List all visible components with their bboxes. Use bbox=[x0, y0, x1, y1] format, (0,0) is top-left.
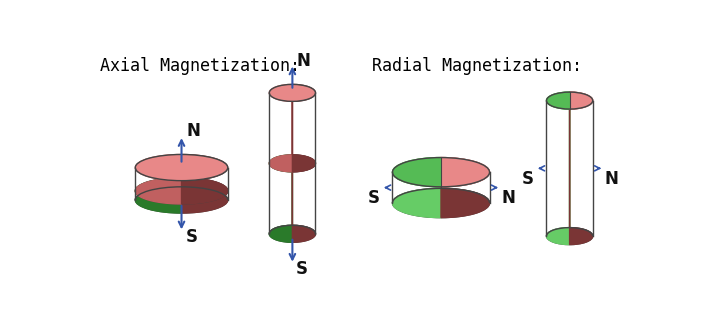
Ellipse shape bbox=[269, 225, 316, 242]
Text: S: S bbox=[186, 228, 198, 246]
Polygon shape bbox=[547, 92, 570, 109]
Polygon shape bbox=[135, 154, 181, 204]
Polygon shape bbox=[135, 178, 181, 213]
Ellipse shape bbox=[135, 154, 228, 181]
Text: S: S bbox=[296, 260, 309, 278]
Polygon shape bbox=[570, 92, 593, 109]
Polygon shape bbox=[181, 154, 228, 204]
Ellipse shape bbox=[269, 155, 316, 172]
Ellipse shape bbox=[269, 85, 316, 101]
Ellipse shape bbox=[135, 178, 228, 204]
Polygon shape bbox=[392, 158, 441, 218]
Polygon shape bbox=[441, 158, 489, 218]
Text: S: S bbox=[368, 189, 380, 207]
Polygon shape bbox=[547, 92, 570, 245]
Text: N: N bbox=[296, 51, 310, 70]
Polygon shape bbox=[292, 85, 316, 172]
Ellipse shape bbox=[135, 187, 228, 213]
Text: N: N bbox=[187, 122, 201, 140]
Polygon shape bbox=[269, 85, 292, 172]
Text: Axial Magnetization:: Axial Magnetization: bbox=[100, 57, 300, 75]
Polygon shape bbox=[181, 178, 228, 213]
Ellipse shape bbox=[547, 228, 593, 245]
Polygon shape bbox=[392, 158, 441, 187]
Polygon shape bbox=[441, 158, 489, 187]
Text: N: N bbox=[604, 170, 618, 188]
Ellipse shape bbox=[392, 188, 489, 218]
Text: S: S bbox=[522, 170, 534, 188]
Text: Radial Magnetization:: Radial Magnetization: bbox=[372, 57, 582, 75]
Polygon shape bbox=[269, 155, 292, 242]
Text: N: N bbox=[501, 189, 515, 207]
Polygon shape bbox=[570, 92, 593, 245]
Polygon shape bbox=[292, 155, 316, 242]
